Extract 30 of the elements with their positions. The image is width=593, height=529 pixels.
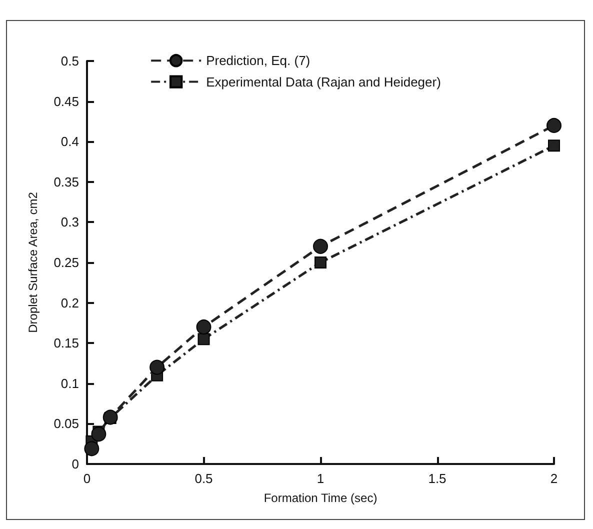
point [314,256,326,268]
point [546,118,562,133]
point [150,360,165,375]
y-tick-label: 0 [72,456,79,472]
y-tick-label: 0.3 [60,214,79,230]
y-tick-label: 0.1 [60,376,79,391]
y-tick-label: 0.25 [54,255,79,270]
x-tick-label: 0.5 [194,471,213,486]
y-tick-label: 0.15 [54,336,79,351]
x-tick-label: 1.5 [428,471,446,486]
legend-label: Prediction, Eq. (7) [206,53,310,68]
point [198,333,210,346]
x-axis-title: Formation Time (sec) [264,491,378,505]
x-tick-label: 1 [316,471,324,486]
y-tick-label: 0.05 [54,416,79,432]
y-tick-label: 0.5 [60,54,79,68]
y-tick-label: 0.4 [60,134,79,150]
y-tick-label: 0.2 [60,295,79,310]
point [548,140,560,152]
x-tick-label: 0 [83,471,91,486]
point [91,426,106,442]
y-tick-label: 0.35 [54,174,79,190]
y-axis-title: Droplet Surface Area, cm2 [26,192,40,333]
legend-label: Experimental Data (Rajan and Heideger) [206,74,441,90]
point [102,410,118,425]
point [84,441,100,456]
point [313,238,328,254]
point [196,319,212,334]
y-tick-label: 0.45 [54,94,79,109]
x-tick-label: 2 [550,471,558,486]
